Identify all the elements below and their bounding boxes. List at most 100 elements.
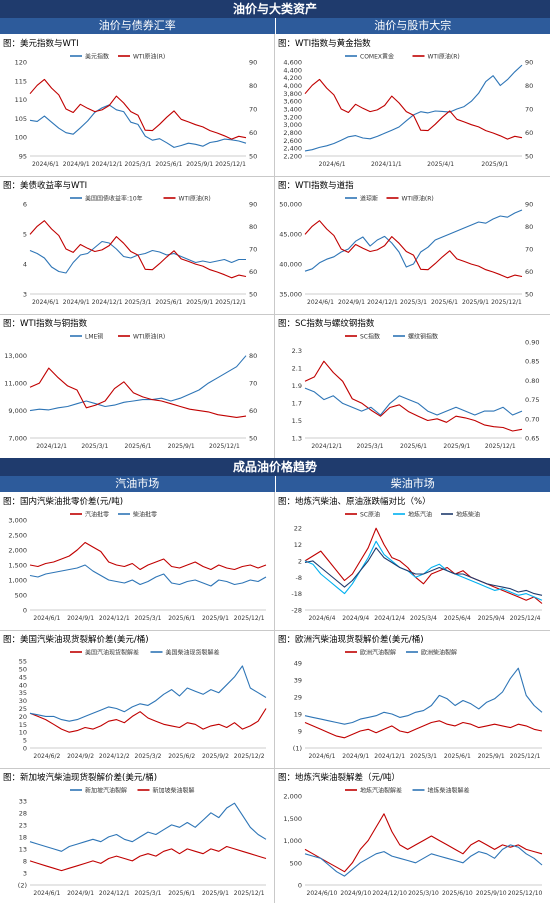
x-tick-label: 2025/3/1 [410,753,437,760]
line-chart: -28 -18 -8 2 12 22 2024/6/4 2024/9/4 2024/12/4 20… [291,511,543,622]
section-banner-bottom: 成品油价格趋势 [0,458,550,476]
x-tick-label: 2024/6/1 [308,753,335,760]
series-line [304,844,543,877]
title-text: 美国汽柴油现货裂解价差(美元/桶) [20,635,149,645]
legend-item: 欧洲汽油裂解 [345,649,396,657]
title-prefix: 图： [3,181,21,191]
chart-title: 图：美债收益率与WTI [3,179,87,191]
y2-tick-label: 50 [525,291,533,299]
series-line [29,355,247,412]
y-tick-label: 2 [298,557,302,565]
line-chart: 2,2002,4002,6002,8003,0003,2003,4003,600… [283,53,533,169]
y-tick-label: 5 [23,737,27,745]
y-tick-label: 1.9 [292,382,302,390]
row-divider [0,768,550,769]
y-tick-label: 115 [15,77,27,85]
y-tick-label: 1,000 [283,837,302,845]
legend-item: LME铜 [70,333,103,341]
title-text: WTI指数与铜指数 [20,319,88,329]
title-text: 美元指数与WTI [20,39,79,49]
chart-title: 图：美元指数与WTI [3,37,79,49]
y-tick-label: -8 [296,574,302,582]
x-tick-label: 2024/9/1 [67,890,94,897]
x-tick-label: 2025/9/1 [186,161,213,168]
y-tick-label: 11,000 [4,380,27,388]
y2-tick-label: 60 [525,268,533,276]
y-tick-label: 3,000 [8,517,27,525]
y-tick-label: 2,400 [283,145,302,153]
legend-item: 柴油批零 [118,511,157,519]
y-tick-label: 6 [23,201,27,209]
x-tick-label: 2024/9/4 [342,615,369,622]
chart-panel: 图：WTI指数与黄金指数 2,200 2,400 2,600 2,800 3,000 3,… [275,36,550,174]
y2-tick-label: 80 [249,223,257,231]
legend-label: 地炼汽油裂解差 [360,787,402,795]
y-tick-label: 40,000 [279,261,302,269]
x-tick-label: 2024/12/1 [92,299,123,306]
y-tick-label: 3,800 [283,90,302,98]
section-title: 油价与大类资产 [232,2,317,16]
x-tick-label: 2025/3/1 [125,299,152,306]
y-tick-label: 33 [19,797,27,805]
line-chart: 95 100 105 110 115 120 50 60 70 80 90 2024/6/1 2024/… [15,53,258,169]
y2-tick-label: 60 [249,129,257,137]
title-prefix: 图： [278,773,296,783]
title-prefix: 图： [3,497,21,507]
chart-title: 图：美国汽柴油现货裂解价差(美元/桶) [3,633,149,645]
title-text: 新加坡汽柴油现货裂解价差(美元/桶) [20,773,158,783]
section-banner-top: 油价与大类资产 [0,0,550,18]
y-tick-label: 2.3 [292,347,302,355]
title-prefix: 图： [3,635,21,645]
legend-item: COMEX黄金 [345,53,394,61]
legend-item: 地炼汽油裂解差 [345,787,402,795]
y-tick-label: 95 [19,153,27,161]
y2-tick-label: 0.75 [525,396,539,404]
x-tick-label: 2025/6/1 [431,299,458,306]
x-tick-label: 2025/6/1 [400,443,427,450]
y-tick-label: 0 [23,745,27,753]
series-line [304,527,543,604]
legend-label: 美国柴油现货裂解差 [166,649,220,657]
legend-item: 螺纹钢指数 [393,333,438,341]
y-tick-label: 20 [19,713,27,721]
legend-label: 螺纹钢指数 [408,333,438,341]
x-tick-label: 2024/12/2 [99,753,130,760]
y-tick-label: 1.7 [292,400,302,408]
x-tick-label: 2025/9/1 [481,161,508,168]
y-tick-label: 45 [19,673,27,681]
x-tick-label: 2025/3/4 [410,615,437,622]
y2-tick-label: 50 [525,153,533,161]
y2-tick-label: 0.70 [525,415,539,423]
series-line [304,547,543,596]
x-tick-label: 2025/9/1 [202,615,229,622]
legend-label: 汽油批零 [85,511,109,519]
y-tick-label: 19 [294,711,302,719]
x-tick-label: 2024/12/4 [374,615,405,622]
x-tick-label: 2025/9/1 [168,443,195,450]
legend-item: WTI原油(R) [163,195,211,203]
x-tick-label: 2024/12/1 [99,890,130,897]
section-subheader-top: 油价与债券汇率 油价与股市大宗 [0,18,550,34]
y-tick-label: 2,600 [283,137,302,145]
legend-item: 美国柴油现货裂解差 [150,649,220,657]
series-line [304,209,523,272]
x-tick-label: 2025/12/1 [209,443,240,450]
x-tick-label: 2025/6/1 [125,443,152,450]
y2-tick-label: 80 [249,82,257,90]
series-line [29,78,247,140]
y-tick-label: 9,000 [8,407,27,415]
series-line [304,667,543,725]
y-tick-label: 4,200 [283,74,302,82]
y-tick-label: 3,000 [283,121,302,129]
x-tick-label: 2025/6/10 [442,890,473,897]
chart-panel: 图：美元指数与WTI 95 100 105 110 115 120 50 60 70 80 90 20… [0,36,274,174]
chart-panel: 图：新加坡汽柴油现货裂解价差(美元/桶) (2) 3 8 13 18 23 28 33 2024… [0,770,274,903]
y-tick-label: 100 [15,134,27,142]
x-tick-label: 2024/6/1 [32,299,59,306]
y-tick-label: 55 [19,658,27,666]
y2-tick-label: 90 [525,201,533,209]
chart-title: 图：新加坡汽柴油现货裂解价差(美元/桶) [3,771,157,783]
chart-title: 图：地炼汽柴油裂解差（元/吨） [278,771,400,783]
title-text: SC指数与螺纹钢指数 [295,319,375,329]
